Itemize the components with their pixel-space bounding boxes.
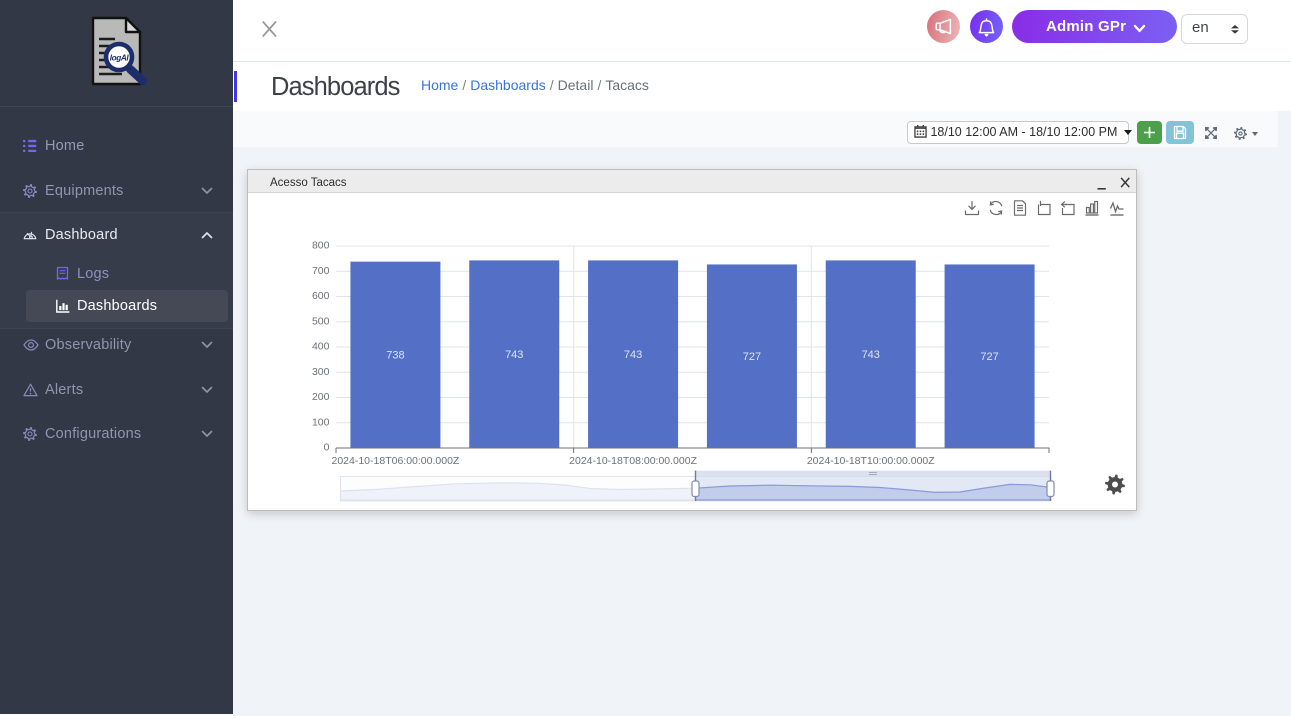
svg-text:0: 0 [324, 442, 330, 454]
svg-text:2024-10-18T08:00:00.000Z: 2024-10-18T08:00:00.000Z [569, 455, 697, 467]
svg-text:500: 500 [312, 315, 330, 327]
svg-text:200: 200 [312, 391, 330, 403]
svg-text:743: 743 [505, 349, 523, 361]
svg-text:2024-10-18T10:00:00.000Z: 2024-10-18T10:00:00.000Z [807, 455, 935, 467]
svg-text:300: 300 [312, 366, 330, 378]
svg-text:727: 727 [743, 351, 761, 363]
svg-text:logAI: logAI [110, 54, 130, 63]
svg-text:100: 100 [312, 416, 330, 428]
svg-text:700: 700 [312, 265, 330, 277]
svg-text:2024-10-18T06:00:00.000Z: 2024-10-18T06:00:00.000Z [331, 455, 459, 467]
svg-text:743: 743 [862, 349, 880, 361]
svg-text:800: 800 [312, 240, 330, 252]
svg-text:743: 743 [624, 349, 642, 361]
svg-text:727: 727 [980, 351, 998, 363]
svg-text:738: 738 [386, 350, 404, 362]
svg-text:400: 400 [312, 341, 330, 353]
svg-text:600: 600 [312, 290, 330, 302]
